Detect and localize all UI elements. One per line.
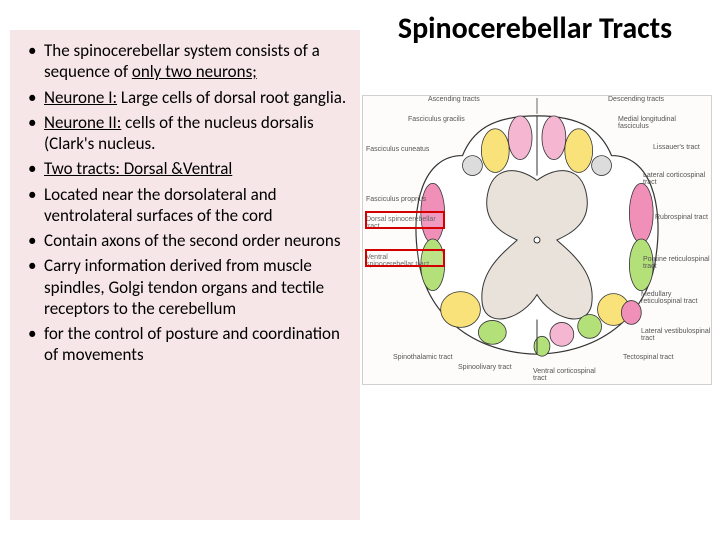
underlined-text: only two neurons; xyxy=(132,61,257,82)
lissauer-L xyxy=(463,156,483,176)
diagram-label: Ascending tracts xyxy=(428,96,480,103)
diagram-label: Spinothalamic tract xyxy=(393,354,453,361)
tectospinal-R xyxy=(550,322,574,346)
spinal-cord-diagram: Ascending tracts Descending tracts Fascicu… xyxy=(362,95,712,385)
diagram-label: Fasciculus cuneatus xyxy=(366,146,429,153)
diagram-label: Medial longitudinal fasciculus xyxy=(618,116,688,131)
bullet-item: Carry information derived from muscle sp… xyxy=(22,255,352,319)
lissauer-R xyxy=(592,156,612,176)
bullet-item: Located near the dorsolateral and ventro… xyxy=(22,184,352,227)
underlined-text: Neurone I: xyxy=(44,87,117,108)
bullet-item: The spinocerebellar system consists of a… xyxy=(22,40,352,83)
diagram-label: Ventral corticospinal tract xyxy=(533,368,603,383)
medullary-reticulospinal-R xyxy=(578,314,602,338)
ventral-spinocerebellar-highlight xyxy=(365,249,445,267)
diagram-label: Medullary reticulospinal tract xyxy=(641,291,711,306)
bullet-item: for the control of posture and coordinat… xyxy=(22,323,352,366)
ventral-corticospinal-R xyxy=(534,336,550,356)
diagram-label: Lissauer's tract xyxy=(653,144,700,151)
lateral-vestibulospinal-R xyxy=(621,301,641,325)
bullet-list: The spinocerebellar system consists of a… xyxy=(22,40,352,366)
fasciculus-gracilis-L xyxy=(508,116,532,160)
fasciculus-gracilis-R xyxy=(542,116,566,160)
bullet-item: Neurone I: Large cells of dorsal root ga… xyxy=(22,87,352,108)
diagram-label: Tectospinal tract xyxy=(623,354,674,361)
underlined-text: Two tracts: Dorsal &Ventral xyxy=(44,158,232,179)
dorsal-spinocerebellar-highlight xyxy=(365,211,445,229)
bullet-panel: The spinocerebellar system consists of a… xyxy=(10,30,360,520)
lateral-corticospinal-R xyxy=(629,183,653,243)
diagram-label: Lateral corticospinal tract xyxy=(643,172,711,187)
diagram-label: Rubrospinal tract xyxy=(655,214,708,221)
underlined-text: Neurone II: xyxy=(44,112,121,133)
spinothalamic-L xyxy=(441,292,481,328)
bullet-item: Neurone II: cells of the nucleus dorsali… xyxy=(22,112,352,155)
diagram-label: Spinoolivary tract xyxy=(458,364,512,371)
fasciculus-cuneatus-R xyxy=(565,129,593,173)
fasciculus-cuneatus-L xyxy=(481,129,509,173)
bullet-item: Contain axons of the second order neuron… xyxy=(22,230,352,251)
diagram-label: Descending tracts xyxy=(608,96,664,103)
slide-title: Spinocerebellar Tracts xyxy=(380,8,690,49)
diagram-label: Fasciculus gracilis xyxy=(408,116,465,123)
diagram-label: Pontine reticulospinal tract xyxy=(643,256,711,271)
diagram-label: Fasciculus proprius xyxy=(366,196,426,203)
bullet-item: Two tracts: Dorsal &Ventral xyxy=(22,158,352,179)
diagram-label: Lateral vestibulospinal tract xyxy=(641,328,711,343)
spinoolivary-L xyxy=(478,320,506,344)
